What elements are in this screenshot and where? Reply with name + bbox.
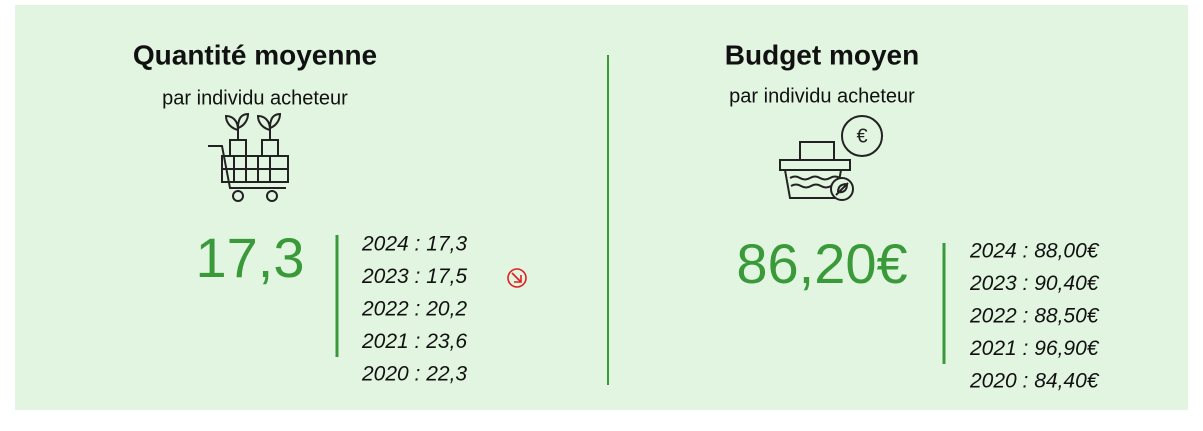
history-line: 2021 : 23,6 (361, 330, 467, 353)
svg-text:€: € (856, 125, 867, 147)
main-value: 86,20€ (736, 232, 907, 295)
title: Budget moyen (725, 39, 919, 70)
history-line: 2020 : 22,3 (361, 363, 467, 386)
history-line: 2024 : 17,3 (361, 233, 467, 256)
history-line: 2020 : 84,40€ (969, 370, 1100, 393)
history-line: 2023 : 17,5 (361, 265, 467, 288)
history-line: 2022 : 88,50€ (969, 305, 1100, 328)
subtitle: par individu acheteur (729, 85, 915, 107)
down-arrow-icon (507, 268, 527, 288)
cart-icon (208, 112, 289, 202)
history-line: 2021 : 96,90€ (969, 337, 1100, 360)
history-line: 2022 : 20,2 (361, 298, 467, 321)
history-line: 2024 : 88,00€ (969, 240, 1100, 263)
title: Quantité moyenne (133, 39, 377, 70)
history-line: 2023 : 90,40€ (969, 272, 1100, 295)
panel (15, 5, 1188, 410)
basket-icon: € (779, 115, 883, 201)
subtitle: par individu acheteur (162, 87, 348, 109)
main-value: 17,3 (196, 226, 305, 289)
